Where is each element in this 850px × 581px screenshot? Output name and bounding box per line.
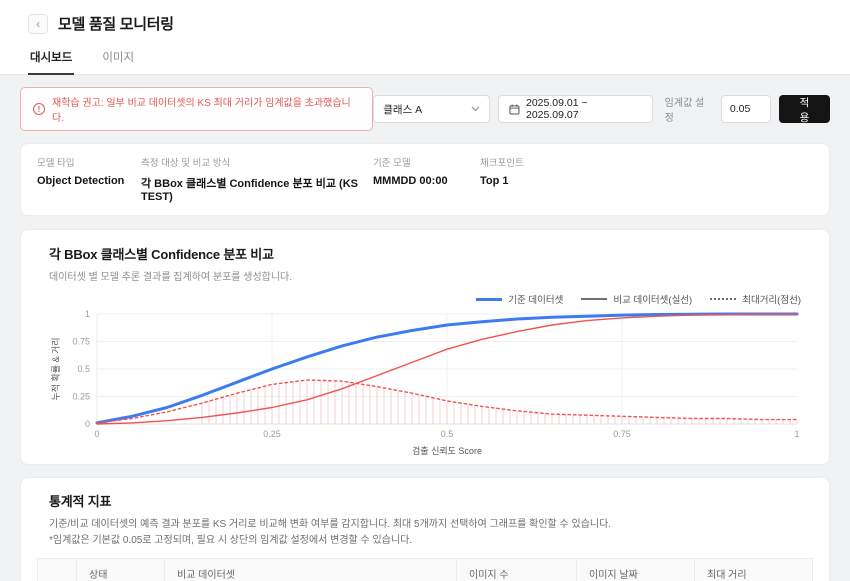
field-value: Top 1 xyxy=(480,175,509,187)
threshold-input[interactable] xyxy=(720,95,771,123)
statistical-metrics-card: 통계적 지표 기준/비교 데이터셋의 예측 결과 분포를 KS 거리로 비교해 … xyxy=(20,477,830,581)
header-status: 상태 xyxy=(76,558,165,581)
svg-text:1: 1 xyxy=(85,309,90,319)
table-header-row: 상태 비교 데이터셋 이미지 수 이미지 날짜 최대 거리 xyxy=(37,558,813,581)
header-image-date: 이미지 날짜 xyxy=(576,558,695,581)
svg-text:0.25: 0.25 xyxy=(263,429,281,439)
page-header: ‹ 모델 품질 모니터링 대시보드 이미지 xyxy=(0,0,850,75)
summary-base-model: 기준 모델 MMMDD 00:00 xyxy=(373,155,480,203)
field-value: 각 BBox 클래스별 Confidence 분포 비교 (KS TEST) xyxy=(141,178,358,203)
filter-controls: 클래스 A 2025.09.01 ~ 2025.09.07 임계값 설정 적용 xyxy=(373,94,830,124)
summary-measurement-method: 측정 대상 및 비교 방식 각 BBox 클래스별 Confidence 분포 … xyxy=(141,155,373,203)
content-area: ! 재학습 권고: 일부 비교 데이터셋의 KS 최대 거리가 임계값을 초과했… xyxy=(0,75,850,581)
summary-model-type: 모델 타입 Object Detection xyxy=(37,155,141,203)
class-select-value: 클래스 A xyxy=(383,103,423,116)
svg-text:0.5: 0.5 xyxy=(77,364,90,374)
ks-distribution-chart[interactable]: 0 0.25 0.5 0.75 1 0 0.25 0.5 0.75 1 검출 신뢰도 Score 누적… xyxy=(49,308,803,458)
warning-circle-icon: ! xyxy=(33,103,45,115)
class-select[interactable]: 클래스 A xyxy=(373,95,491,123)
legend-line-icon xyxy=(476,297,503,301)
tab-dashboard[interactable]: 대시보드 xyxy=(28,42,75,75)
legend-item-1[interactable]: 비교 데이터셋(실선) xyxy=(581,292,692,306)
header-max-distance: 최대 거리 xyxy=(694,558,813,581)
stats-description: 기준/비교 데이터셋의 예측 결과 분포를 KS 거리로 비교해 변화 여부를 … xyxy=(49,517,801,548)
legend-label: 기준 데이터셋 xyxy=(508,295,564,306)
field-label: 모델 타입 xyxy=(37,158,75,169)
back-chevron-icon: ‹ xyxy=(36,16,40,31)
header-image-count: 이미지 수 xyxy=(456,558,577,581)
header-dataset: 비교 데이터셋 xyxy=(164,558,457,581)
field-value: Object Detection xyxy=(37,175,125,187)
field-label: 측정 대상 및 비교 방식 xyxy=(141,158,231,169)
legend-item-2[interactable]: 최대거리(점선) xyxy=(710,292,801,306)
svg-text:0: 0 xyxy=(94,429,99,439)
stats-description-line1: 기준/비교 데이터셋의 예측 결과 분포를 KS 거리로 비교해 변화 여부를 … xyxy=(49,519,612,530)
tab-bar: 대시보드 이미지 xyxy=(0,42,850,75)
retrain-warning-alert: ! 재학습 권고: 일부 비교 데이터셋의 KS 최대 거리가 임계값을 초과했… xyxy=(20,87,374,131)
threshold-label: 임계값 설정 xyxy=(664,98,705,124)
field-label: 기준 모델 xyxy=(373,158,411,169)
stats-description-line2: *임계값은 기본값 0.05로 고정되며, 필요 시 상단의 임계값 설정에서 … xyxy=(49,534,413,546)
legend-label: 최대거리(점선) xyxy=(742,295,801,306)
chart-legend: 기준 데이터셋 비교 데이터셋(실선) 최대거리(점선) xyxy=(49,292,801,306)
field-value: MMMDD 00:00 xyxy=(373,175,448,187)
header-checkbox-column xyxy=(37,558,77,581)
svg-text:0.5: 0.5 xyxy=(441,429,454,439)
svg-text:검출 신뢰도 Score: 검출 신뢰도 Score xyxy=(412,445,482,456)
field-label: 체크포인트 xyxy=(480,158,524,169)
model-summary-card: 모델 타입 Object Detection 측정 대상 및 비교 방식 각 B… xyxy=(20,143,830,216)
tab-images[interactable]: 이미지 xyxy=(102,52,135,64)
legend-item-0[interactable]: 기준 데이터셋 xyxy=(476,292,563,306)
chart-title: 각 BBox 클래스별 Confidence 분포 비교 xyxy=(49,247,274,262)
stats-title: 통계적 지표 xyxy=(49,494,112,509)
apply-button[interactable]: 적용 xyxy=(778,95,830,124)
date-range-picker[interactable]: 2025.09.01 ~ 2025.09.07 xyxy=(498,95,653,123)
legend-line-icon xyxy=(710,298,737,300)
svg-text:누적 확률 & 거리: 누적 확률 & 거리 xyxy=(50,337,61,400)
legend-line-icon xyxy=(581,298,608,300)
chevron-down-icon xyxy=(471,106,480,112)
svg-text:0.75: 0.75 xyxy=(72,337,90,347)
calendar-icon xyxy=(509,104,520,115)
back-button[interactable]: ‹ xyxy=(28,13,48,34)
svg-text:0: 0 xyxy=(85,419,90,429)
confidence-distribution-card: 각 BBox 클래스별 Confidence 분포 비교 데이터셋 별 모델 추… xyxy=(20,229,830,465)
svg-text:0.75: 0.75 xyxy=(613,429,631,439)
svg-text:0.25: 0.25 xyxy=(72,392,90,402)
svg-text:1: 1 xyxy=(794,429,799,439)
toolbar: ! 재학습 권고: 일부 비교 데이터셋의 KS 최대 거리가 임계값을 초과했… xyxy=(20,87,830,131)
page-title: 모델 품질 모니터링 xyxy=(58,16,174,33)
summary-checkpoint: 체크포인트 Top 1 xyxy=(480,155,813,203)
legend-label: 비교 데이터셋(실선) xyxy=(613,295,693,306)
chart-subtitle: 데이터셋 별 모델 추론 결과를 집계하여 분포를 생성합니다. xyxy=(49,272,293,283)
date-range-value: 2025.09.01 ~ 2025.09.07 xyxy=(526,97,588,121)
alert-text: 재학습 권고: 일부 비교 데이터셋의 KS 최대 거리가 임계값을 초과했습니… xyxy=(52,98,351,124)
comparison-datasets-table: 상태 비교 데이터셋 이미지 수 이미지 날짜 최대 거리 ✓ xyxy=(37,558,813,581)
